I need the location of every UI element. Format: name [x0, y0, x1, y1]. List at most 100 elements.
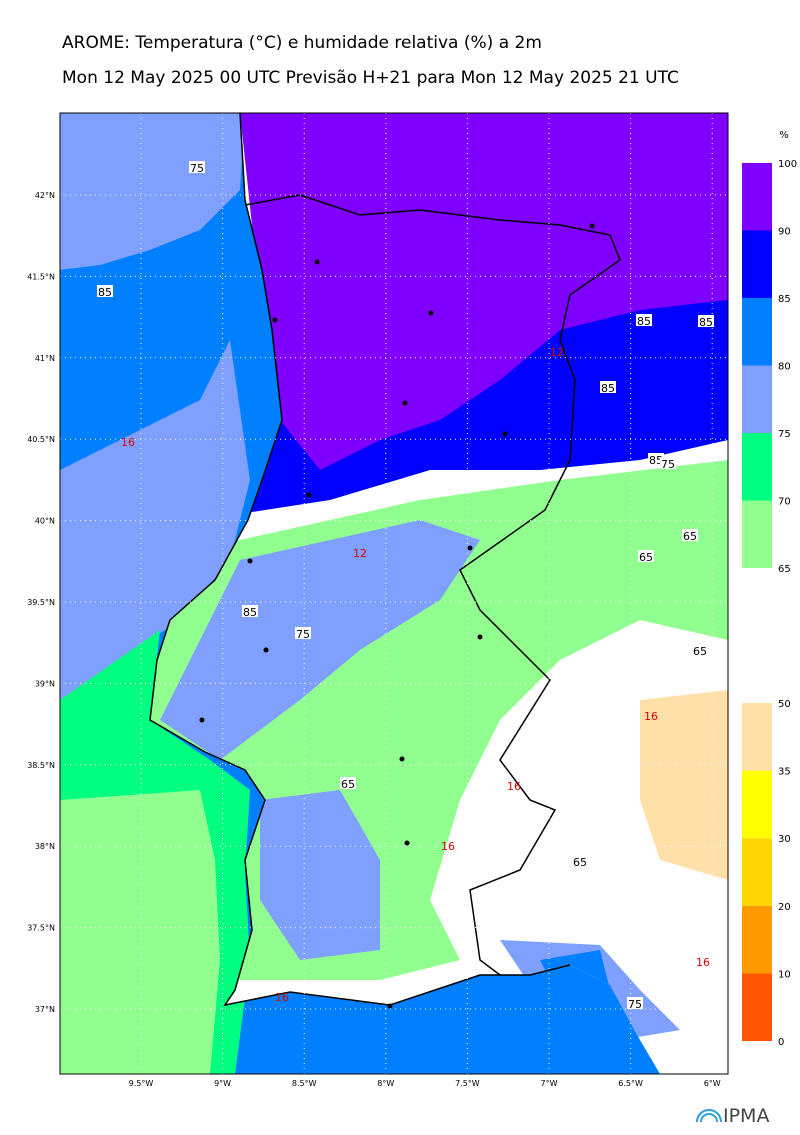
logo-text: IPMA	[723, 1105, 769, 1127]
contour-label: 16	[275, 991, 289, 1004]
colorbar-label: 10	[778, 969, 791, 980]
colorbar-band	[742, 163, 772, 231]
colorbar-unit: %	[779, 130, 789, 141]
contour-label-bg	[627, 997, 643, 1009]
colorbar-label: 35	[778, 767, 791, 778]
border	[244, 194, 621, 976]
contour-label: 16	[121, 436, 135, 449]
colorbar-band	[742, 365, 772, 433]
contour-label: 65	[341, 778, 355, 791]
ocean-humidity-65-70	[60, 790, 220, 1074]
contour-label: 75	[190, 162, 204, 175]
city	[428, 310, 434, 316]
colorbar-band	[742, 230, 772, 298]
contour-label: 65	[683, 530, 697, 543]
lat-label: 37°N	[35, 1005, 55, 1014]
colorbar-label: 20	[778, 902, 791, 913]
contour-label-bg	[600, 381, 616, 393]
lon-label: 7.5°W	[455, 1079, 480, 1088]
contour-label: 16	[441, 840, 455, 853]
contour-label: 16	[507, 780, 521, 793]
contour-label: 65	[639, 551, 653, 564]
colorbar-label: 70	[778, 497, 791, 508]
axes: 42°N 41.5°N 41°N 40.5°N 40°N 39.5°N 39°N 38.5°N…	[27, 191, 721, 1088]
lat-label: 41°N	[35, 354, 55, 363]
contour-label: 75	[296, 628, 310, 641]
colorbar-label: 65	[778, 564, 791, 575]
contour-label: 85	[637, 315, 651, 328]
city	[477, 634, 483, 640]
lon-label: 6°W	[704, 1079, 721, 1088]
lon-label: 8°W	[377, 1079, 394, 1088]
contour-label: 85	[601, 382, 615, 395]
city	[399, 756, 405, 762]
contour-label: 75	[628, 998, 642, 1011]
contour-label-bg	[660, 457, 676, 469]
colorbar-label: 75	[778, 429, 791, 440]
contour-label-bg	[295, 627, 311, 639]
colorbar-band	[742, 703, 772, 771]
lat-label: 40°N	[35, 517, 55, 526]
lon-label: 7°W	[541, 1079, 558, 1088]
contour-label: 85	[699, 316, 713, 329]
colorbar-label: 80	[778, 362, 791, 373]
lat-label: 38.5°N	[27, 761, 55, 770]
logo: IPMA	[696, 1105, 769, 1127]
contour-label-bg	[636, 314, 652, 326]
contour-label: 16	[696, 956, 710, 969]
contour-label: 16	[644, 710, 658, 723]
lat-label: 37.5°N	[27, 924, 55, 933]
colorbar-temperature: 50 35 30 20 10 0	[742, 699, 791, 1048]
colorbar-label: 90	[778, 227, 791, 238]
contour-label-bg	[340, 777, 356, 789]
city	[502, 431, 508, 437]
city	[589, 223, 595, 229]
lat-label: 41.5°N	[27, 272, 55, 281]
lat-label: 39.5°N	[27, 598, 55, 607]
lat-label: 38°N	[35, 842, 55, 851]
contour-label: 75	[661, 458, 675, 471]
contour-label: 12	[550, 346, 564, 359]
colorbar-band	[742, 973, 772, 1041]
colorbar-band	[742, 500, 772, 568]
lon-label: 9°W	[214, 1079, 231, 1088]
colorbar-label: 100	[778, 159, 797, 170]
city	[199, 717, 205, 723]
contour-label-bg	[242, 605, 258, 617]
city	[247, 558, 253, 564]
contour-label: 65	[573, 856, 587, 869]
city	[263, 647, 269, 653]
colorbar-band	[742, 298, 772, 366]
coastline	[149, 113, 571, 1007]
contour-label: 85	[243, 606, 257, 619]
graticule	[60, 113, 728, 1074]
contour-label-bg	[97, 285, 113, 297]
map-frame	[59, 112, 729, 1075]
lon-label: 8.5°W	[292, 1079, 317, 1088]
lat-label: 40.5°N	[27, 435, 55, 444]
colorbar-label: 85	[778, 294, 791, 305]
ocean-humidity-75-80	[60, 113, 250, 700]
city	[402, 400, 408, 406]
city	[404, 840, 410, 846]
colorbar-band	[742, 433, 772, 501]
city	[306, 492, 312, 498]
title: AROME: Temperatura (°C) e humidade relat…	[62, 33, 542, 53]
lon-label: 9.5°W	[129, 1079, 154, 1088]
contour-label-bg	[682, 529, 698, 541]
city	[467, 545, 473, 551]
contour-label: 85	[649, 454, 663, 467]
contour-label: 85	[98, 286, 112, 299]
colorbar-band	[742, 770, 772, 839]
lat-label: 42°N	[35, 191, 55, 200]
contour-label-bg	[189, 161, 205, 173]
colorbar-label: 0	[778, 1037, 784, 1048]
city	[272, 317, 278, 323]
lat-label: 39°N	[35, 679, 55, 688]
colorbar-label: 30	[778, 834, 791, 845]
city	[387, 1003, 393, 1009]
contour-label-bg	[698, 315, 714, 327]
subtitle: Mon 12 May 2025 00 UTC Previsão H+21 par…	[62, 68, 679, 88]
